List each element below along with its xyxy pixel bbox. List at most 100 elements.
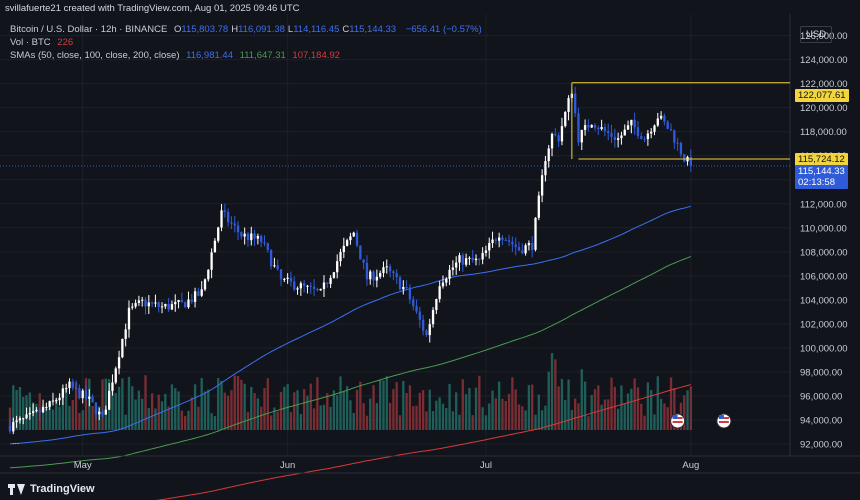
candle: [415, 299, 418, 314]
volume-bar: [154, 408, 157, 430]
volume-bar: [369, 398, 372, 430]
candle: [88, 389, 91, 407]
candle: [283, 277, 286, 283]
volume-bar: [478, 375, 481, 430]
candle: [84, 385, 88, 400]
volume-bar: [362, 403, 365, 430]
candle: [375, 269, 379, 288]
candle: [28, 407, 31, 420]
candle-body: [355, 232, 359, 246]
volume-bar: [405, 393, 408, 430]
candle-body: [41, 407, 45, 413]
candle: [402, 280, 405, 295]
candle: [640, 132, 643, 140]
candle-body: [25, 414, 28, 419]
candle: [207, 269, 210, 282]
legend-sma-row[interactable]: SMAs (50, close, 100, close, 200, close)…: [10, 50, 344, 61]
candle-body: [319, 288, 322, 291]
candle-body: [630, 119, 633, 126]
candle-body: [494, 239, 498, 241]
candle-body: [260, 235, 263, 243]
candle: [679, 141, 683, 158]
volume-bar: [616, 408, 620, 430]
candle-body: [646, 133, 650, 140]
volume-bar: [91, 406, 94, 430]
volume-bar: [35, 403, 38, 430]
candle-body: [464, 258, 468, 265]
volume-bar: [58, 406, 61, 430]
candle-body: [210, 252, 213, 270]
candle-body: [441, 282, 445, 287]
tradingview-logo[interactable]: TradingView: [8, 483, 95, 495]
volume-bar: [669, 377, 673, 430]
legend-symbol-row[interactable]: Bitcoin / U.S. Dollar · 12h · BINANCE O1…: [10, 24, 486, 35]
candle: [633, 112, 636, 135]
candle: [134, 299, 137, 309]
volume-bar: [137, 390, 141, 430]
candle-body: [610, 132, 613, 137]
currency-button[interactable]: USD: [800, 26, 833, 43]
candle-body: [187, 299, 190, 308]
volume-bar: [623, 404, 626, 430]
legend-sma200-value: 107,184.92: [292, 50, 340, 61]
candle-body: [279, 269, 283, 280]
candle: [564, 111, 567, 128]
candle-body: [157, 302, 160, 307]
candle: [689, 149, 693, 172]
volume-bar: [48, 402, 51, 430]
candle: [395, 269, 398, 284]
candle: [547, 145, 550, 168]
candle: [213, 238, 217, 253]
candle-body: [336, 261, 339, 273]
volume-bar: [167, 406, 170, 430]
volume-bar: [121, 378, 124, 430]
time-axis[interactable]: May Jun Jul Aug: [74, 460, 700, 471]
candle: [421, 314, 425, 336]
candle-body: [207, 269, 210, 280]
legend-volume-row[interactable]: Vol · BTC 226: [10, 37, 77, 48]
candle: [200, 281, 203, 298]
candle-body: [405, 287, 408, 289]
candle: [501, 234, 504, 246]
volume-bar: [296, 390, 299, 430]
candle: [676, 137, 679, 151]
volume-bar: [260, 406, 263, 430]
event-flags[interactable]: [670, 413, 732, 429]
volume-bar: [177, 391, 180, 430]
volume-bar: [375, 403, 379, 430]
candle: [550, 132, 554, 157]
legend-symbol: Bitcoin / U.S. Dollar · 12h · BINANCE: [10, 24, 168, 35]
candle: [111, 374, 114, 396]
candle: [511, 236, 514, 253]
volume-bar: [415, 405, 418, 430]
candle: [117, 350, 121, 375]
volume-bar: [504, 401, 507, 430]
candle-body: [121, 338, 124, 358]
candle-body: [51, 400, 55, 402]
volume-bar: [141, 398, 144, 430]
volume-bar: [550, 353, 554, 430]
volume-bar: [319, 405, 322, 430]
candle: [497, 232, 501, 248]
time-tick-label: Jun: [280, 460, 295, 471]
volume-bar: [534, 414, 537, 430]
candle: [507, 234, 511, 246]
us-flag-icon[interactable]: [670, 413, 686, 429]
candle-body: [131, 306, 134, 308]
candle: [279, 269, 283, 287]
volume-bar: [497, 381, 501, 430]
candle: [464, 253, 468, 267]
candle: [438, 280, 441, 303]
volume-bar: [134, 399, 137, 430]
candle-body: [150, 302, 154, 304]
volume-bar: [382, 380, 385, 430]
candle-body: [600, 127, 603, 130]
more-indicators[interactable]: ...: [12, 436, 20, 446]
candle: [352, 231, 355, 237]
volume-bar: [587, 416, 590, 430]
volume-bar: [468, 388, 471, 430]
candle: [71, 378, 74, 391]
us-flag-icon[interactable]: [716, 413, 732, 429]
sma-50-line: [9, 205, 691, 445]
